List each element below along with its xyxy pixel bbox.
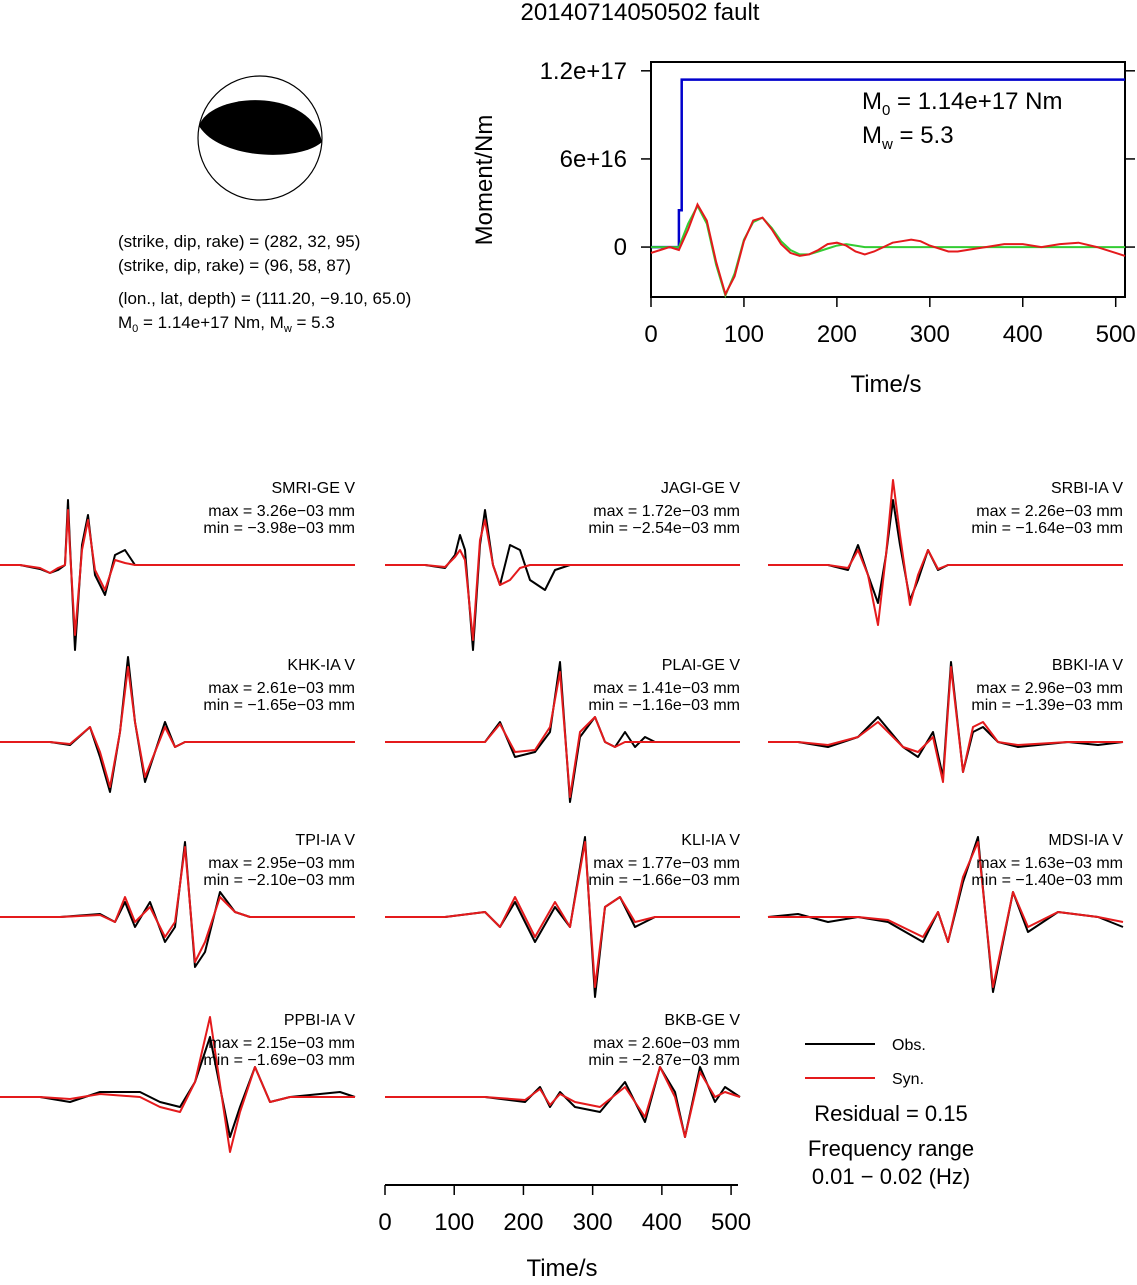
synthetic-trace [385,841,740,988]
station-min: min = −2.54e−03 mm [588,520,740,537]
station-name: JAGI-GE V [661,480,740,497]
station-max: max = 2.61e−03 mm [208,680,355,697]
legend-frequency-title: Frequency range [808,1136,974,1161]
station-min: min = −1.69e−03 mm [203,1052,355,1069]
moment-xlabel: Time/s [850,371,921,398]
station-name: PPBI-IA V [284,1012,355,1029]
param-line-2: (strike, dip, rake) = (96, 58, 87) [118,256,351,275]
legend-obs-label: Obs. [892,1037,926,1054]
station-max: max = 2.15e−03 mm [208,1035,355,1052]
station-max: max = 1.41e−03 mm [593,680,740,697]
moment-ytick-label: 1.2e+17 [540,58,627,85]
moment-panel: 0 6e+16 1.2e+17 0 100 200 300 400 500 Moment/Nm… [471,58,1136,398]
synthetic-trace [0,509,355,636]
synthetic-trace [0,666,355,788]
waveform-xtick-label: 400 [642,1209,682,1236]
waveform-xtick-label: 100 [434,1209,474,1236]
moment-series-group [650,78,1126,299]
station-name: PLAI-GE V [662,657,741,674]
legend-syn-label: Syn. [892,1071,924,1088]
moment-x-ticks: 0 100 200 300 400 500 [644,297,1136,348]
station-max: max = 2.26e−03 mm [976,503,1123,520]
station-max: max = 2.95e−03 mm [208,855,355,872]
synthetic-trace [0,846,355,963]
moment-xtick-label: 200 [817,321,857,348]
moment-ytick-label: 6e+16 [560,146,627,173]
figure-title: 20140714050502 fault [521,0,760,26]
station-name: BKB-GE V [664,1012,740,1029]
moment-xtick-label: 300 [910,321,950,348]
param-line-3: (lon., lat, depth) = (111.20, −9.10, 65.… [118,289,411,308]
legend-residual: Residual = 0.15 [814,1101,968,1126]
station-max: max = 3.26e−03 mm [208,503,355,520]
station-min: min = −1.40e−03 mm [971,872,1123,889]
station-name: SRBI-IA V [1051,480,1123,497]
station-min: min = −1.39e−03 mm [971,697,1123,714]
observed-trace [0,656,355,793]
waveform-xtick-label: 300 [573,1209,613,1236]
station-max: max = 1.63e−03 mm [976,855,1123,872]
station-max: max = 2.96e−03 mm [976,680,1123,697]
synthetic-trace [385,671,740,798]
station-min: min = −1.16e−03 mm [588,697,740,714]
moment-xtick-label: 500 [1096,321,1136,348]
waveform-xlabel: Time/s [526,1255,597,1280]
waveform-xtick-label: 500 [711,1209,751,1236]
synthetic-trace [0,1016,355,1153]
station-name: TPI-IA V [295,832,355,849]
moment-series-line-2 [650,202,1126,297]
station-min: min = −2.10e−03 mm [203,872,355,889]
station-name: KHK-IA V [287,657,355,674]
waveform-x-axis: 0 100 200 300 400 500 Time/s [378,1184,751,1282]
beachball-icon [197,75,323,201]
legend: Obs. Syn. Residual = 0.15 Frequency rang… [805,1037,974,1189]
synthetic-trace [768,841,1124,988]
moment-xtick-label: 400 [1003,321,1043,348]
station-min: min = −1.64e−03 mm [971,520,1123,537]
param-line-4: M0 = 1.14e+17 Nm, Mw = 5.3 [118,313,335,335]
synthetic-trace [768,479,1123,626]
station-min: min = −3.98e−03 mm [203,520,355,537]
station-name: BBKI-IA V [1052,657,1123,674]
station-name: SMRI-GE V [271,480,355,497]
moment-xtick-label: 0 [644,321,657,348]
moment-mw-label: Mw = 5.3 [862,122,954,153]
station-name: KLI-IA V [681,832,740,849]
station-min: min = −1.65e−03 mm [203,697,355,714]
station-min: min = −1.66e−03 mm [588,872,740,889]
moment-m0-label: M0 = 1.14e+17 Nm [862,88,1062,119]
legend-frequency-range: 0.01 − 0.02 (Hz) [812,1164,970,1189]
moment-plot-frame [650,61,1126,298]
station-max: max = 1.72e−03 mm [593,503,740,520]
waveform-xtick-label: 200 [503,1209,543,1236]
station-min: min = −2.87e−03 mm [588,1052,740,1069]
station-name: MDSI-IA V [1048,832,1123,849]
moment-ytick-label: 0 [614,234,627,261]
waveform-xtick-label: 0 [378,1209,391,1236]
station-max: max = 2.60e−03 mm [593,1035,740,1052]
moment-xtick-label: 100 [724,321,764,348]
synthetic-trace [768,666,1123,783]
station-max: max = 1.77e−03 mm [593,855,740,872]
moment-ylabel: Moment/Nm [471,115,498,246]
synthetic-trace [385,519,740,641]
synthetic-trace [385,1066,741,1138]
param-line-1: (strike, dip, rake) = (282, 32, 95) [118,232,360,251]
moment-y-ticks: 0 6e+16 1.2e+17 [540,58,1135,261]
waveform-x-ticks: 0 100 200 300 400 500 [378,1185,751,1236]
